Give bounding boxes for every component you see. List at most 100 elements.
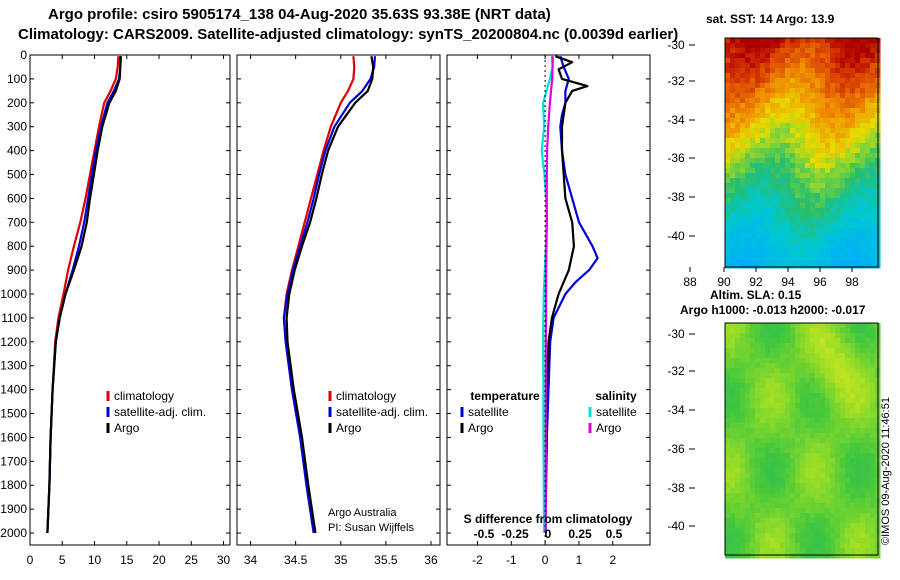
map-cell: [860, 508, 866, 514]
map-cell: [780, 198, 786, 204]
map-cell: [860, 408, 866, 414]
map-cell: [765, 328, 771, 334]
map-cell: [780, 158, 786, 164]
map-cell: [840, 103, 846, 109]
map-cell: [855, 398, 861, 404]
map-cell: [775, 533, 781, 539]
map-cell: [815, 498, 821, 504]
map-cell: [850, 378, 856, 384]
map-cell: [795, 113, 801, 119]
map-cell: [830, 473, 836, 479]
map-cell: [765, 403, 771, 409]
map-cell: [760, 53, 766, 59]
map-cell: [840, 43, 846, 49]
map-cell: [825, 378, 831, 384]
map-cell: [785, 443, 791, 449]
map-cell: [730, 438, 736, 444]
map-cell: [785, 178, 791, 184]
map-cell: [860, 98, 866, 104]
map-cell: [805, 328, 811, 334]
map-cell: [870, 128, 876, 134]
map-cell: [820, 458, 826, 464]
map-cell: [740, 43, 746, 49]
map-cell: [765, 383, 771, 389]
map-cell: [785, 188, 791, 194]
map-cell: [845, 133, 851, 139]
map-cell: [755, 48, 761, 54]
map-cell: [780, 373, 786, 379]
map-cell: [815, 378, 821, 384]
map-cell: [865, 428, 871, 434]
map-cell: [785, 48, 791, 54]
map-cell: [855, 533, 861, 539]
map-cell: [740, 403, 746, 409]
map-cell: [865, 533, 871, 539]
map-cell: [735, 328, 741, 334]
map-cell: [860, 353, 866, 359]
map-cell: [745, 163, 751, 169]
map-cell: [835, 413, 841, 419]
map-cell: [775, 403, 781, 409]
map-cell: [730, 193, 736, 199]
map-cell: [770, 263, 776, 269]
map-cell: [845, 408, 851, 414]
map-cell: [750, 48, 756, 54]
map-cell: [730, 413, 736, 419]
map-cell: [820, 323, 826, 329]
map-cell: [790, 83, 796, 89]
series-line-temperature-satellite: [544, 55, 599, 534]
map-cell: [815, 118, 821, 124]
map-cell: [860, 543, 866, 549]
map-cell: [815, 158, 821, 164]
map-cell: [740, 488, 746, 494]
map-cell: [760, 398, 766, 404]
map-cell: [730, 403, 736, 409]
map-cell: [785, 183, 791, 189]
map-cell: [765, 373, 771, 379]
map-cell: [815, 443, 821, 449]
map-cell: [810, 58, 816, 64]
map-cell: [815, 503, 821, 509]
map-cell: [755, 548, 761, 554]
map-cell: [755, 518, 761, 524]
map-cell: [740, 523, 746, 529]
map-cell: [860, 528, 866, 534]
map-cell: [860, 48, 866, 54]
map-cell: [740, 493, 746, 499]
map-cell: [845, 468, 851, 474]
map-cell: [840, 113, 846, 119]
map-cell: [865, 493, 871, 499]
sst-lon-label: 90: [717, 275, 731, 289]
map-cell: [805, 73, 811, 79]
map-cell: [745, 358, 751, 364]
map-cell: [790, 393, 796, 399]
map-cell: [865, 98, 871, 104]
map-cell: [785, 103, 791, 109]
map-cell: [760, 188, 766, 194]
map-cell: [780, 93, 786, 99]
map-cell: [785, 343, 791, 349]
map-cell: [790, 148, 796, 154]
map-cell: [870, 343, 876, 349]
map-cell: [795, 248, 801, 254]
map-cell: [730, 123, 736, 129]
map-cell: [860, 63, 866, 69]
map-cell: [825, 43, 831, 49]
map-cell: [820, 383, 826, 389]
map-cell: [780, 153, 786, 159]
map-cell: [830, 553, 836, 559]
map-cell: [815, 238, 821, 244]
map-cell: [820, 543, 826, 549]
map-cell: [760, 383, 766, 389]
map-cell: [765, 478, 771, 484]
map-cell: [810, 508, 816, 514]
map-cell: [840, 168, 846, 174]
map-cell: [775, 528, 781, 534]
map-cell: [785, 68, 791, 74]
map-cell: [820, 438, 826, 444]
map-cell: [835, 478, 841, 484]
map-cell: [830, 78, 836, 84]
map-cell: [785, 243, 791, 249]
map-cell: [825, 513, 831, 519]
map-cell: [825, 483, 831, 489]
